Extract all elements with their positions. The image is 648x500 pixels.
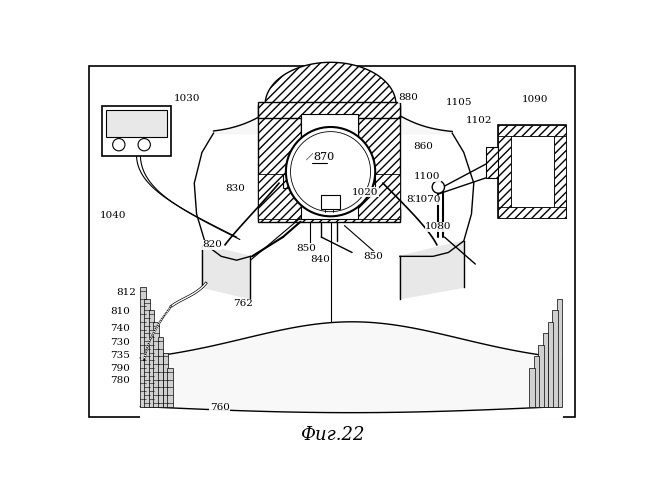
Bar (149, 310, 154, 406)
Text: 1080: 1080 (425, 222, 452, 232)
Text: 860: 860 (413, 142, 434, 150)
Bar (163, 352, 168, 406)
Bar (534, 356, 539, 406)
Text: Фиг.22: Фиг.22 (300, 426, 364, 444)
Text: 870: 870 (314, 152, 335, 162)
Text: 850: 850 (297, 244, 317, 253)
Bar (154, 322, 159, 406)
Bar (321, 194, 340, 208)
Bar (557, 298, 562, 406)
Text: 760: 760 (210, 404, 229, 412)
Bar (283, 174, 375, 188)
Text: 1102: 1102 (465, 116, 492, 125)
Text: 730: 730 (110, 338, 130, 347)
Circle shape (138, 138, 150, 151)
Bar (258, 208, 400, 222)
Text: 810: 810 (110, 307, 130, 316)
Text: 1090: 1090 (522, 96, 548, 104)
Bar (486, 147, 498, 178)
Text: 830: 830 (225, 184, 245, 193)
Bar (145, 298, 150, 406)
Bar (552, 310, 558, 406)
Bar (498, 207, 566, 218)
Text: 762: 762 (233, 300, 253, 308)
Text: 1030: 1030 (174, 94, 201, 103)
Bar (258, 102, 400, 118)
Text: 812: 812 (117, 288, 136, 297)
Polygon shape (258, 174, 301, 218)
Text: 1100: 1100 (413, 172, 440, 182)
Bar (548, 322, 553, 406)
Polygon shape (202, 245, 251, 298)
Circle shape (290, 132, 371, 212)
Polygon shape (265, 62, 396, 104)
Text: 735: 735 (110, 351, 130, 360)
Bar (301, 114, 358, 218)
Text: 740: 740 (110, 324, 130, 333)
Bar (529, 368, 535, 406)
Bar (543, 334, 548, 406)
Bar (538, 345, 544, 406)
Text: 790: 790 (110, 364, 130, 373)
Bar (498, 126, 511, 218)
Circle shape (286, 127, 375, 216)
Bar (102, 106, 171, 156)
Bar (158, 337, 163, 406)
Bar (554, 126, 566, 218)
Text: 840: 840 (310, 254, 330, 264)
Circle shape (113, 138, 125, 151)
Text: 835: 835 (406, 196, 426, 204)
Bar (511, 136, 554, 207)
Bar (258, 104, 301, 218)
Text: 1020: 1020 (352, 188, 378, 196)
Text: 820: 820 (202, 240, 222, 249)
Bar (498, 126, 566, 218)
Text: ̸870: ̸870 (314, 153, 334, 162)
Bar (498, 126, 566, 136)
Bar (106, 110, 167, 137)
Text: 1070: 1070 (415, 196, 442, 204)
Text: 1105: 1105 (446, 98, 472, 106)
Text: 850: 850 (364, 252, 384, 260)
Text: 1040: 1040 (100, 211, 126, 220)
Text: 880: 880 (399, 93, 418, 102)
Circle shape (432, 181, 445, 193)
Polygon shape (358, 174, 400, 218)
Polygon shape (400, 241, 464, 298)
Text: 780: 780 (110, 376, 130, 386)
Bar (141, 287, 146, 406)
Bar (358, 104, 400, 218)
Bar (167, 368, 173, 406)
